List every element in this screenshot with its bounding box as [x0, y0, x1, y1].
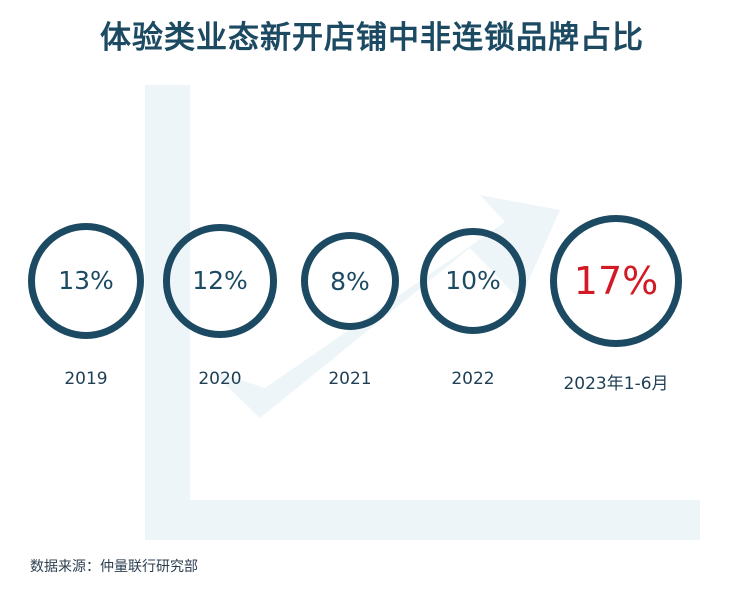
- value-circle: 12%: [163, 224, 277, 338]
- category-label: 2019: [64, 369, 108, 389]
- chart-title: 体验类业态新开店铺中非连锁品牌占比: [100, 20, 644, 55]
- value-label: 17%: [573, 259, 659, 303]
- value-circle: 10%: [420, 228, 526, 334]
- value-circle: 17%: [550, 215, 682, 347]
- value-label: 12%: [192, 266, 248, 296]
- category-label: 2023年1-6月: [563, 374, 669, 394]
- source-note: 数据来源：仲量联行研究部: [30, 559, 198, 575]
- category-label: 2020: [198, 369, 242, 389]
- category-label: 2022: [451, 369, 495, 389]
- value-label: 13%: [58, 266, 114, 296]
- category-label: 2021: [328, 369, 372, 389]
- value-circle: 8%: [301, 232, 399, 330]
- value-circle: 13%: [27, 222, 145, 340]
- value-label: 10%: [445, 266, 501, 296]
- value-label: 8%: [330, 266, 370, 296]
